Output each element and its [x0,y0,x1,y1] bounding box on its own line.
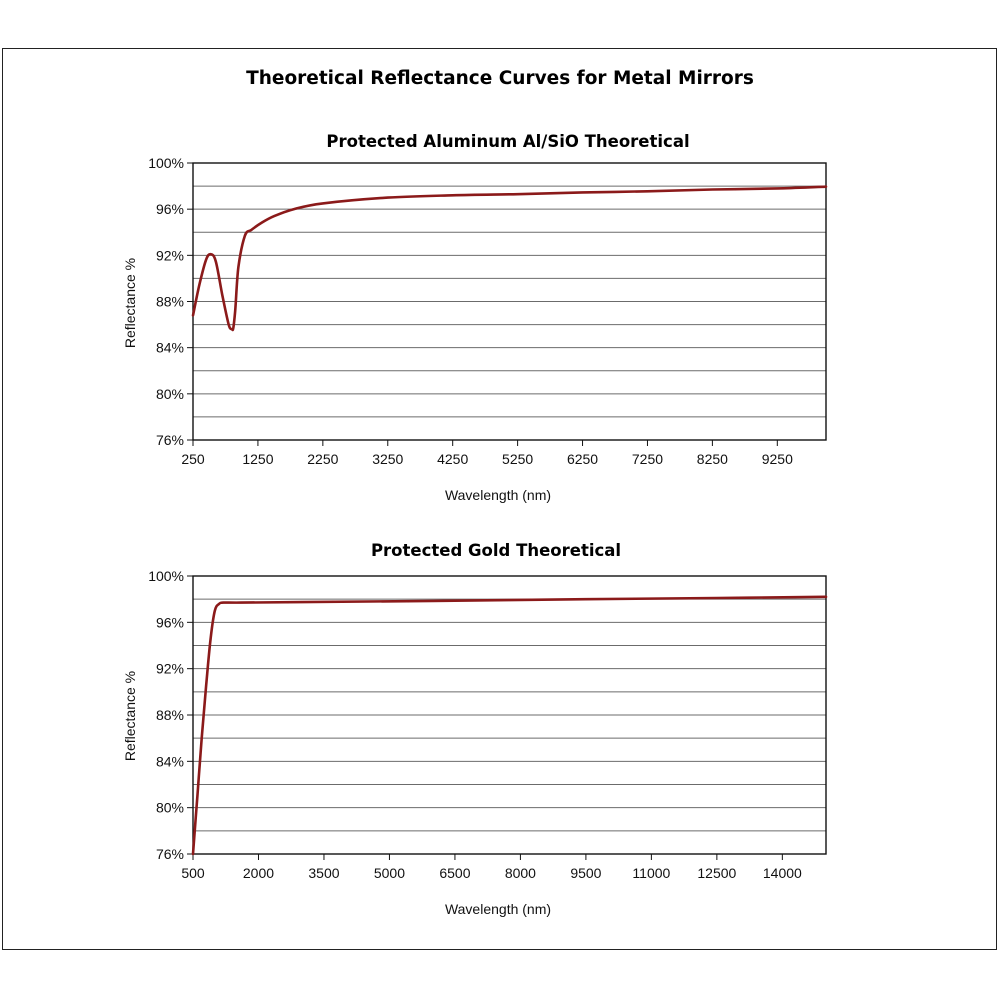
x-tick-label: 14000 [763,865,802,881]
y-tick-label: 96% [156,614,184,630]
x-tick-label: 11000 [632,865,670,881]
y-tick-label: 84% [156,753,184,769]
y-tick-label: 100% [148,568,184,584]
y-tick-label: 96% [156,201,184,217]
x-tick-label: 2000 [243,865,274,881]
y-tick-label: 84% [156,340,184,356]
x-tick-label: 5000 [374,865,405,881]
x-tick-label: 6250 [567,451,598,467]
x-tick-label: 9500 [570,865,601,881]
x-tick-label: 2250 [307,451,338,467]
chart-aluminum: Protected Aluminum Al/SiO Theoretical Wa… [122,132,828,503]
series-line [191,185,828,332]
x-tick-label: 250 [181,451,205,467]
series-line [191,595,828,856]
x-tick-label: 12500 [697,865,736,881]
x-tick-label: 8000 [505,865,536,881]
y-tick-label: 76% [156,432,184,448]
x-tick-label: 1250 [242,451,273,467]
x-axis-label: Wavelength (nm) [445,901,551,917]
figure-frame [2,48,997,950]
y-axis-label: Reflectance % [122,671,138,761]
x-tick-label: 9250 [762,451,793,467]
y-tick-label: 92% [156,247,184,263]
x-tick-label: 6500 [439,865,470,881]
y-tick-label: 80% [156,800,184,816]
x-tick-label: 4250 [437,451,468,467]
x-axis-label: Wavelength (nm) [445,487,551,503]
x-tick-label: 500 [181,865,205,881]
y-tick-label: 88% [156,294,184,310]
x-tick-label: 7250 [632,451,663,467]
x-tick-label: 8250 [697,451,728,467]
y-tick-label: 88% [156,707,184,723]
chart-title: Protected Aluminum Al/SiO Theoretical [326,132,689,151]
y-tick-label: 76% [156,846,184,862]
y-tick-label: 100% [148,155,184,171]
x-tick-label: 5250 [502,451,533,467]
page-title: Theoretical Reflectance Curves for Metal… [246,68,754,89]
x-tick-label: 3250 [372,451,403,467]
x-tick-label: 3500 [308,865,339,881]
y-tick-label: 80% [156,386,184,402]
y-tick-label: 92% [156,661,184,677]
chart-gold: Protected Gold Theoretical Wavelength (n… [122,541,828,917]
y-axis-label: Reflectance % [122,258,138,348]
chart-title: Protected Gold Theoretical [371,541,621,560]
